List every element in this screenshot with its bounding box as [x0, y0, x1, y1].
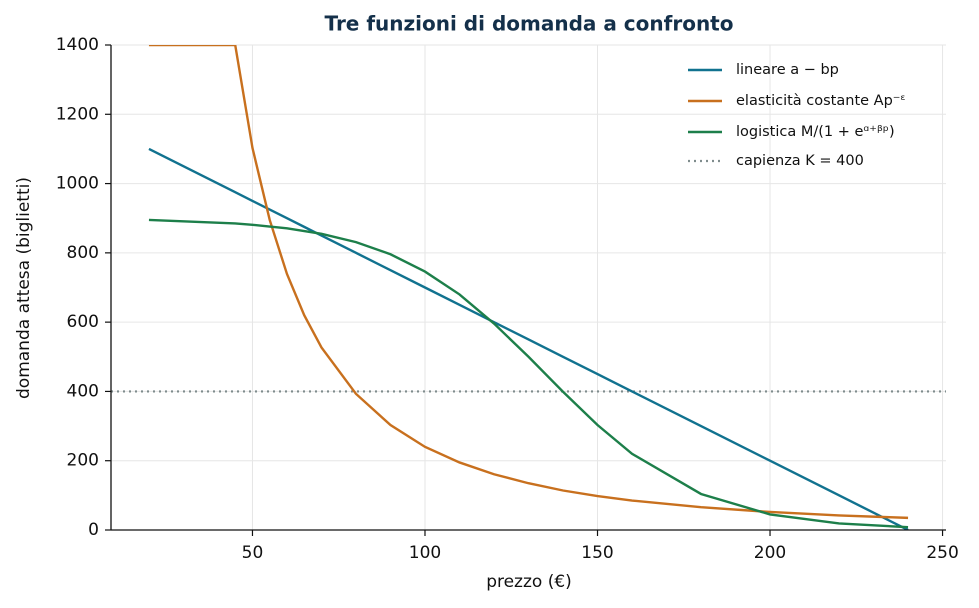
y-tick-label: 0 [88, 520, 99, 540]
series-line [148, 45, 909, 520]
x-axis-label: prezzo (€) [486, 572, 572, 592]
y-tick-label: 1400 [56, 35, 99, 55]
x-tick-label: 150 [581, 543, 613, 563]
legend: lineare a − bp elasticità costante Ap⁻ᵋ lo… [688, 62, 906, 169]
x-tick-label: 100 [409, 543, 441, 563]
grid [111, 44, 946, 531]
x-tick-label: 250 [926, 543, 958, 563]
y-tick-label: 800 [67, 243, 99, 263]
legend-label: lineare a − bp [736, 62, 839, 78]
x-tick-label: 50 [242, 543, 264, 563]
y-tick-label: 400 [67, 381, 99, 401]
legend-label: logistica M/(1 + eᵅ⁺ᵝᵖ) [736, 124, 895, 140]
y-tick-label: 600 [67, 312, 99, 332]
y-tick-label: 1200 [56, 104, 99, 124]
series-line [148, 218, 909, 529]
chart-title: Tre funzioni di domanda a confronto [325, 12, 734, 36]
y-axis-label: domanda attesa (biglietti) [14, 177, 34, 399]
legend-label: capienza K = 400 [736, 153, 864, 169]
legend-label: elasticità costante Ap⁻ᵋ [736, 93, 906, 109]
y-tick-label: 1000 [56, 174, 99, 194]
y-tick-label: 200 [67, 451, 99, 471]
x-tick-label: 200 [754, 543, 786, 563]
plot-area [111, 45, 946, 530]
series-line [148, 147, 909, 530]
